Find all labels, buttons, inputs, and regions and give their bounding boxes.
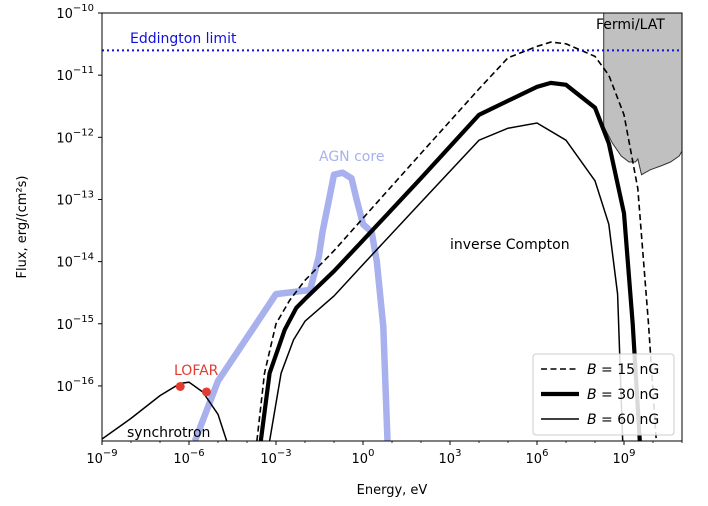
x-tick-label: 103 <box>439 448 462 467</box>
inverse-compton-label: inverse Compton <box>450 237 570 253</box>
x-axis-label: Energy, eV <box>357 483 428 498</box>
series-line-b-60-ng <box>268 122 624 441</box>
y-tick-label: 10−14 <box>56 252 94 271</box>
series-line-agn-core <box>191 169 391 441</box>
eddington-label: Eddington limit <box>130 31 237 47</box>
annotations: Eddington limit Fermi/LAT AGN core LOFAR… <box>127 17 665 441</box>
series-line-b-30-ng <box>258 80 642 441</box>
x-tick-label: 10−6 <box>173 448 204 467</box>
y-tick-label: 10−15 <box>56 314 94 333</box>
plot-area <box>102 13 682 441</box>
series-line-synchrotron <box>102 381 228 441</box>
x-tick-label: 10−9 <box>86 448 117 467</box>
fermi-lat-label: Fermi/LAT <box>596 17 665 33</box>
legend-label: B = 60 nG <box>587 412 659 428</box>
fermi-lat-region <box>603 13 682 176</box>
y-axis-label: Flux, erg/(cm²s) <box>15 176 30 279</box>
legend-label: B = 30 nG <box>587 387 659 403</box>
lofar-label: LOFAR <box>174 363 219 379</box>
y-tick-label: 10−16 <box>56 376 94 395</box>
x-tick-label: 109 <box>613 448 636 467</box>
y-tick-label: 10−13 <box>56 189 94 208</box>
legend-label: B = 15 nG <box>587 362 659 378</box>
y-tick-label: 10−12 <box>56 127 94 146</box>
y-tick-label: 10−11 <box>56 65 94 84</box>
synchrotron-label: synchrotron <box>127 425 210 441</box>
x-tick-label: 100 <box>352 448 375 467</box>
lofar-point <box>175 381 185 391</box>
legend: B = 15 nG B = 30 nG B = 60 nG <box>532 353 675 436</box>
legend-box <box>532 353 675 436</box>
x-tick-label: 10−3 <box>260 448 291 467</box>
agn-core-label: AGN core <box>319 149 384 165</box>
x-tick-label: 106 <box>526 448 549 467</box>
y-tick-label: 10−10 <box>56 3 94 22</box>
lofar-point <box>201 387 211 397</box>
series-line-b-15-ng <box>256 41 658 441</box>
axis-ticks: 10−9 10−6 10−3 100 103 106 109 10−16 10−15 10−14 1… <box>56 3 683 467</box>
